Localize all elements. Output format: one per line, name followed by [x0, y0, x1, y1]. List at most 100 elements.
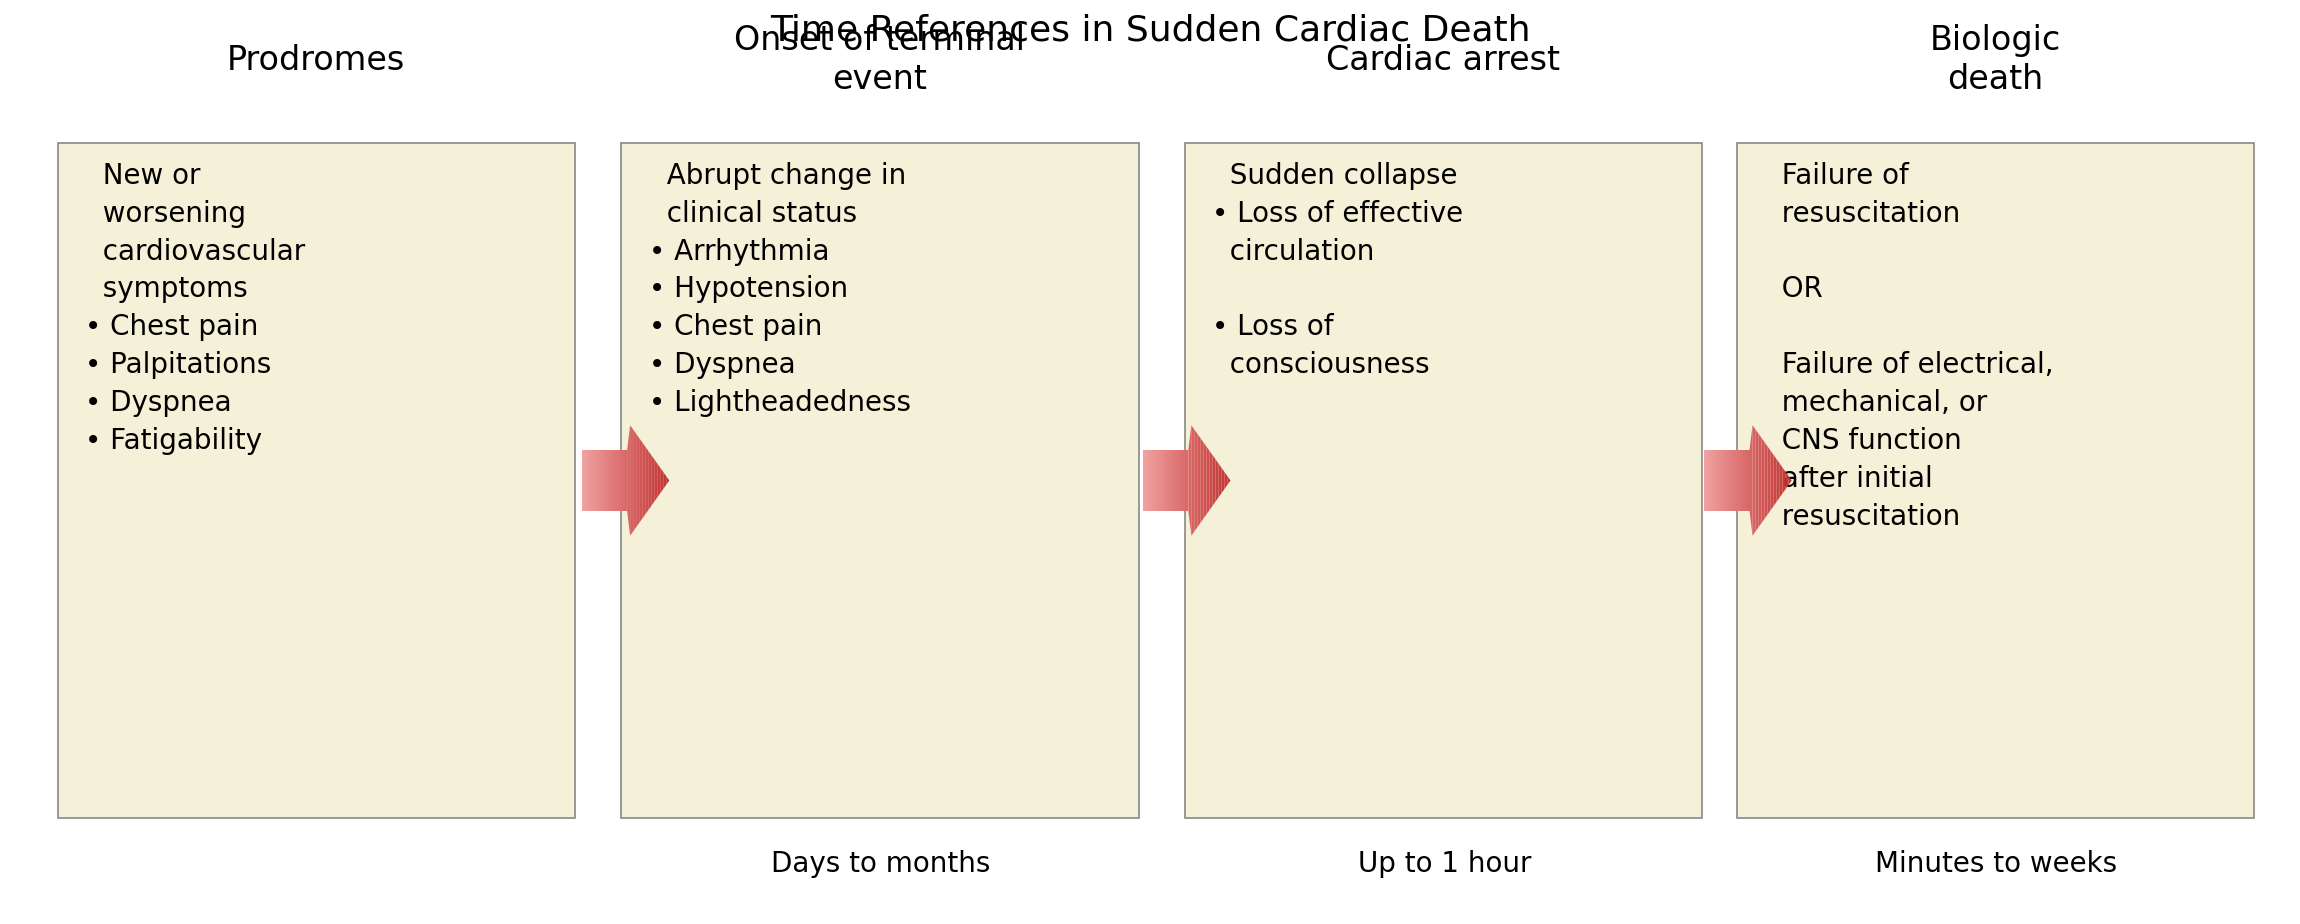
Text: New or
  worsening
  cardiovascular
  symptoms
• Chest pain
• Palpitations
• Dys: New or worsening cardiovascular symptoms… [85, 162, 306, 455]
Polygon shape [1219, 464, 1221, 497]
Polygon shape [1159, 450, 1162, 511]
Polygon shape [653, 459, 658, 502]
Polygon shape [1155, 450, 1159, 511]
Polygon shape [623, 450, 628, 511]
Polygon shape [1152, 450, 1155, 511]
Polygon shape [1789, 476, 1792, 485]
Polygon shape [603, 450, 605, 511]
Polygon shape [600, 450, 603, 511]
Text: Onset of terminal
event: Onset of terminal event [734, 24, 1026, 96]
Polygon shape [605, 450, 610, 511]
Polygon shape [642, 443, 646, 518]
Polygon shape [610, 450, 612, 511]
Polygon shape [598, 450, 600, 511]
Polygon shape [1734, 450, 1736, 511]
Polygon shape [1189, 425, 1191, 536]
FancyBboxPatch shape [1736, 143, 2254, 818]
Polygon shape [1212, 455, 1214, 506]
Polygon shape [1150, 450, 1152, 511]
Text: Biologic
death: Biologic death [1930, 24, 2061, 96]
Polygon shape [1780, 464, 1782, 497]
Polygon shape [1741, 450, 1743, 511]
Polygon shape [584, 450, 589, 511]
Polygon shape [1214, 459, 1219, 502]
Polygon shape [1182, 450, 1184, 511]
Text: Up to 1 hour: Up to 1 hour [1357, 850, 1532, 878]
Polygon shape [1164, 450, 1166, 511]
Polygon shape [1746, 450, 1750, 511]
Polygon shape [1776, 459, 1780, 502]
Polygon shape [1210, 451, 1212, 510]
Polygon shape [1720, 450, 1723, 511]
Polygon shape [1180, 450, 1182, 511]
Polygon shape [1755, 430, 1760, 531]
Polygon shape [1184, 450, 1189, 511]
Polygon shape [1208, 446, 1210, 515]
Polygon shape [1762, 438, 1764, 523]
Polygon shape [1228, 476, 1230, 485]
Polygon shape [630, 425, 632, 536]
Polygon shape [1773, 455, 1776, 506]
Polygon shape [1716, 450, 1720, 511]
Polygon shape [1194, 430, 1198, 531]
Polygon shape [1704, 450, 1707, 511]
Polygon shape [1198, 433, 1201, 528]
Polygon shape [1166, 450, 1171, 511]
Polygon shape [639, 438, 642, 523]
Polygon shape [1743, 450, 1746, 511]
Polygon shape [1785, 472, 1789, 489]
Polygon shape [1750, 425, 1753, 536]
Polygon shape [614, 450, 619, 511]
Text: Minutes to weeks: Minutes to weeks [1874, 850, 2118, 878]
Polygon shape [1732, 450, 1734, 511]
FancyBboxPatch shape [1184, 143, 1702, 818]
Polygon shape [1171, 450, 1173, 511]
Polygon shape [1707, 450, 1711, 511]
FancyBboxPatch shape [58, 143, 575, 818]
Polygon shape [628, 425, 630, 536]
Polygon shape [632, 430, 637, 531]
Polygon shape [1191, 425, 1194, 536]
Polygon shape [612, 450, 614, 511]
Polygon shape [1221, 468, 1224, 493]
Text: Prodromes: Prodromes [228, 43, 405, 77]
Polygon shape [1727, 450, 1732, 511]
Text: Abrupt change in
  clinical status
• Arrhythmia
• Hypotension
• Chest pain
• Dys: Abrupt change in clinical status • Arrhy… [649, 162, 911, 417]
Polygon shape [1764, 443, 1769, 518]
Polygon shape [1203, 443, 1208, 518]
Polygon shape [593, 450, 598, 511]
Polygon shape [1723, 450, 1725, 511]
Polygon shape [589, 450, 591, 511]
Polygon shape [1714, 450, 1716, 511]
Polygon shape [591, 450, 593, 511]
Polygon shape [1173, 450, 1175, 511]
Text: Failure of
  resuscitation

  OR

  Failure of electrical,
  mechanical, or
  CN: Failure of resuscitation OR Failure of e… [1764, 162, 2054, 530]
Polygon shape [667, 476, 669, 485]
Polygon shape [1175, 450, 1180, 511]
Polygon shape [582, 450, 584, 511]
Text: Sudden collapse
• Loss of effective
  circulation

• Loss of
  consciousness: Sudden collapse • Loss of effective circ… [1212, 162, 1463, 379]
Polygon shape [1782, 468, 1785, 493]
Polygon shape [1760, 433, 1762, 528]
Polygon shape [1769, 446, 1771, 515]
Polygon shape [1771, 451, 1773, 510]
Text: Days to months: Days to months [770, 850, 991, 878]
Text: Cardiac arrest: Cardiac arrest [1327, 43, 1559, 77]
Polygon shape [651, 455, 653, 506]
Polygon shape [649, 451, 651, 510]
Polygon shape [1201, 438, 1203, 523]
Polygon shape [660, 468, 662, 493]
Polygon shape [1162, 450, 1164, 511]
Polygon shape [646, 446, 649, 515]
Polygon shape [619, 450, 621, 511]
Polygon shape [1711, 450, 1714, 511]
Polygon shape [1224, 472, 1228, 489]
FancyBboxPatch shape [621, 143, 1138, 818]
Polygon shape [1725, 450, 1727, 511]
Polygon shape [637, 433, 639, 528]
Polygon shape [1143, 450, 1145, 511]
Polygon shape [1145, 450, 1150, 511]
Polygon shape [1736, 450, 1741, 511]
Polygon shape [621, 450, 623, 511]
Text: Time References in Sudden Cardiac Death: Time References in Sudden Cardiac Death [770, 14, 1530, 48]
